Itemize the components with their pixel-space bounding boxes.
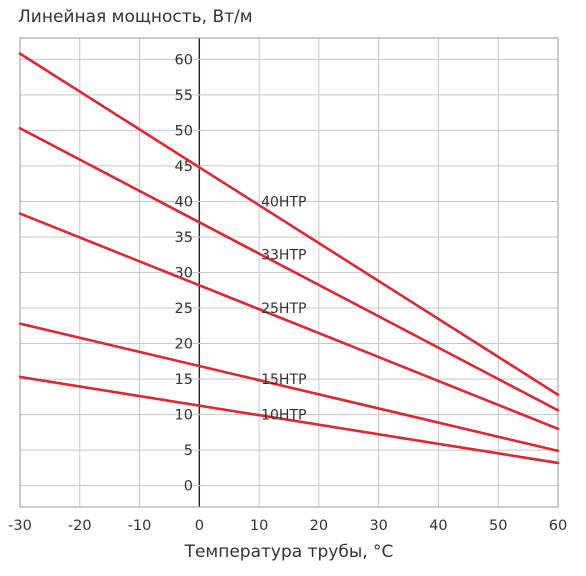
y-tick-label: 0 — [184, 479, 193, 495]
plot-frame — [19, 37, 559, 508]
x-tick-label: -30 — [8, 518, 32, 534]
grid — [19, 38, 559, 507]
series-line-15htp — [18, 322, 560, 453]
series-label-25htp: 25HTP — [261, 301, 306, 317]
series-line-40htp — [18, 52, 560, 397]
series-label-10htp: 10HTP — [261, 408, 306, 424]
y-axis-title: Линейная мощность, Вт/м — [18, 7, 253, 27]
x-tick-label: 60 — [549, 518, 567, 534]
series-lines — [18, 52, 560, 465]
y-tick-label: 20 — [175, 337, 193, 353]
x-tick-label: -10 — [128, 518, 152, 534]
y-tick-label: 5 — [184, 443, 193, 459]
y-tick-label: 10 — [175, 408, 193, 424]
x-tick-labels: -30 -20 -10 0 10 20 30 40 50 60 — [8, 518, 567, 534]
series-line-10htp — [18, 375, 560, 465]
series-labels: 40HTP 33HTP 25HTP 15HTP 10HTP — [261, 194, 306, 423]
y-tick-label: 45 — [175, 159, 193, 175]
series-label-33htp: 33HTP — [261, 248, 306, 264]
x-tick-label: 30 — [369, 518, 387, 534]
series-label-40htp: 40HTP — [261, 194, 306, 210]
y-tick-label: 60 — [175, 52, 193, 68]
y-tick-label: 15 — [175, 372, 193, 388]
x-tick-label: 20 — [310, 518, 328, 534]
series-line-33htp — [18, 126, 560, 412]
series-label-15htp: 15HTP — [261, 372, 306, 388]
x-tick-label: 50 — [489, 518, 507, 534]
x-tick-label: -20 — [68, 518, 92, 534]
y-tick-label: 50 — [175, 123, 193, 139]
x-axis-title: Температура трубы, °C — [184, 542, 394, 562]
y-tick-label: 35 — [175, 230, 193, 246]
series-line-25htp — [18, 212, 560, 431]
x-tick-label: 10 — [250, 518, 268, 534]
x-tick-label: 0 — [195, 518, 204, 534]
y-tick-label: 25 — [175, 301, 193, 317]
x-tick-label: 40 — [429, 518, 447, 534]
y-tick-label: 40 — [175, 194, 193, 210]
y-tick-label: 55 — [175, 88, 193, 104]
